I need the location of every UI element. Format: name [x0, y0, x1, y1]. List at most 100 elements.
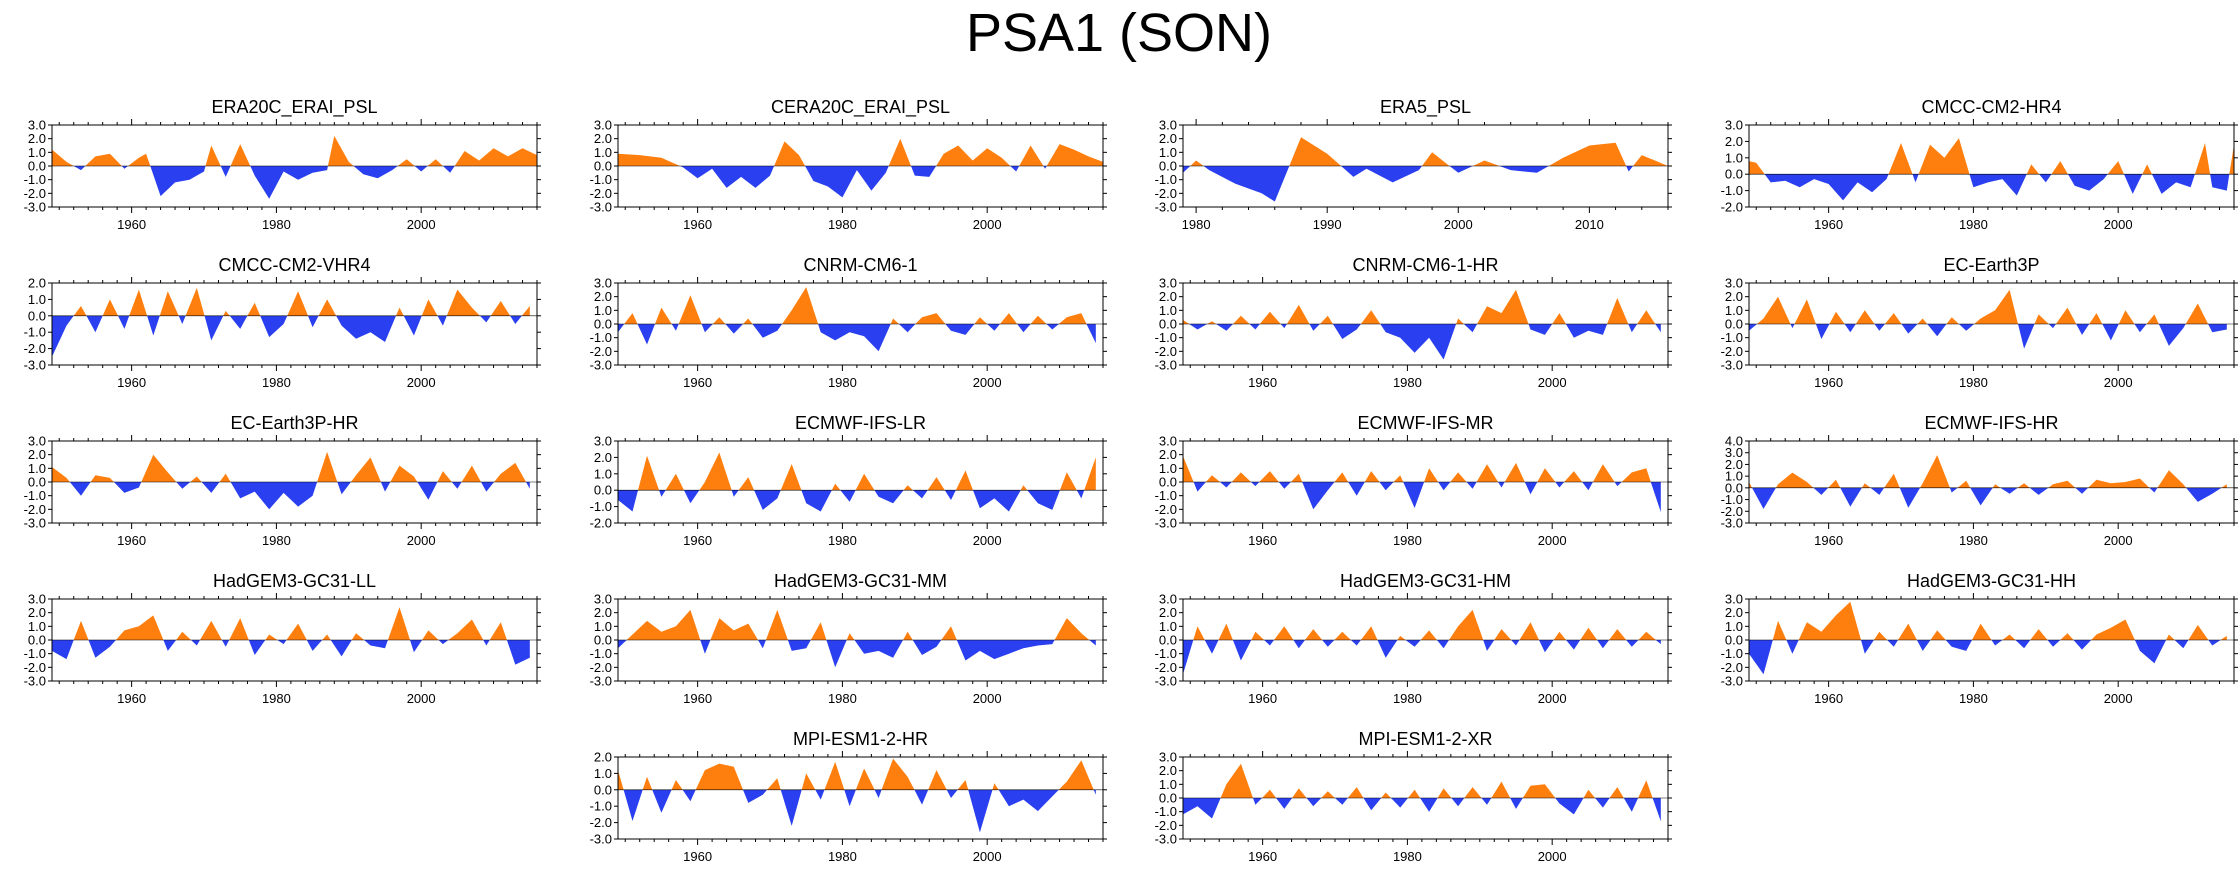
positive-anomaly-area	[1861, 483, 1871, 488]
y-tick-label: -1.0	[590, 172, 612, 187]
positive-anomaly-area	[1207, 321, 1217, 324]
panel-title: ECMWF-IFS-HR	[1925, 413, 2059, 433]
y-tick-label: -2.0	[24, 341, 46, 356]
negative-anomaly-area	[1927, 324, 1947, 337]
panel-title: HadGEM3-GC31-HM	[1340, 571, 1511, 591]
positive-anomaly-area	[390, 465, 418, 482]
y-tick-label: 1.0	[594, 466, 612, 481]
negative-anomaly-area	[2076, 324, 2090, 335]
panel-MPI-ESM1-2-HR: MPI-ESM1-2-HR 2.01.00.0 -1.0-2.0 -3.0 1960 19…	[590, 729, 1107, 864]
positive-anomaly-area	[780, 464, 802, 491]
positive-anomaly-area	[490, 301, 511, 316]
positive-anomaly-area	[1829, 311, 1845, 324]
positive-anomaly-area	[2107, 161, 2124, 175]
x-tick-label: 1980	[1959, 533, 1988, 548]
negative-anomaly-area	[1420, 798, 1438, 812]
positive-anomaly-area	[205, 145, 221, 166]
y-tick-label: 2.0	[1725, 605, 1743, 620]
panel-HadGEM3-GC31-HM: HadGEM3-GC31-HM 3.02.01.00.0-1.0-2.0-3.0 1…	[1155, 571, 1672, 706]
positive-anomaly-area	[521, 306, 530, 316]
y-tick-label: 0.0	[28, 475, 46, 490]
positive-anomaly-area	[1992, 484, 2001, 488]
y-tick-label: -2.0	[1721, 344, 1743, 359]
positive-anomaly-area	[1898, 623, 1917, 640]
negative-anomaly-area	[754, 490, 781, 510]
positive-anomaly-area	[322, 634, 331, 640]
positive-anomaly-area	[454, 148, 537, 166]
negative-anomaly-area	[684, 490, 700, 504]
positive-anomaly-area	[624, 313, 638, 324]
positive-anomaly-area	[229, 618, 249, 640]
positive-anomaly-area	[52, 467, 70, 482]
positive-anomaly-area	[1974, 289, 2018, 324]
positive-anomaly-area	[1918, 138, 1970, 175]
positive-anomaly-area	[1621, 468, 1651, 482]
x-tick-label: 1980	[1959, 691, 1988, 706]
panel-title: ECMWF-IFS-LR	[795, 413, 926, 433]
negative-anomaly-area	[1189, 324, 1208, 330]
y-tick-label: 1.0	[28, 292, 46, 307]
negative-anomaly-area	[1377, 640, 1398, 658]
negative-anomaly-area	[725, 324, 743, 334]
y-tick-label: -3.0	[1721, 516, 1743, 531]
y-tick-label: -1.0	[590, 646, 612, 661]
negative-anomaly-area	[1280, 324, 1287, 329]
negative-anomaly-area	[1332, 324, 1361, 339]
positive-anomaly-area	[2048, 480, 2076, 488]
positive-anomaly-area	[915, 313, 946, 324]
y-tick-label: 1.0	[1159, 619, 1177, 634]
positive-anomaly-area	[2157, 470, 2187, 488]
y-tick-label: 2.0	[594, 605, 612, 620]
negative-anomaly-area	[1203, 166, 1290, 202]
positive-anomaly-area	[1855, 310, 1875, 324]
positive-anomaly-area	[448, 619, 484, 640]
positive-anomaly-area	[1633, 155, 1668, 166]
panel-CNRM-CM6-1: CNRM-CM6-1 3.02.01.00.0-1.0-2.0-3.0 1960 19…	[590, 255, 1107, 390]
positive-anomaly-area	[1450, 472, 1467, 482]
panel-ERA20C_ERAI_PSL: ERA20C_ERAI_PSL 3.02.01.00.0-1.0-2.0-3.0 1…	[24, 97, 541, 232]
positive-anomaly-area	[1749, 482, 1753, 488]
y-tick-label: 2.0	[28, 276, 46, 291]
x-tick-label: 1960	[1248, 375, 1277, 390]
positive-anomaly-area	[2060, 633, 2074, 640]
negative-anomaly-area	[1363, 798, 1382, 811]
positive-anomaly-area	[185, 287, 205, 316]
negative-anomaly-area	[1391, 798, 1408, 808]
positive-anomaly-area	[159, 291, 179, 316]
negative-anomaly-area	[618, 490, 638, 512]
negative-anomaly-area	[1566, 640, 1581, 650]
positive-anomaly-area	[1917, 318, 1928, 324]
y-tick-label: 2.0	[1159, 447, 1177, 462]
negative-anomaly-area	[1046, 324, 1059, 330]
x-tick-label: 1960	[117, 375, 146, 390]
negative-anomaly-area	[52, 640, 74, 660]
y-tick-label: 3.0	[594, 592, 612, 607]
y-tick-label: 2.0	[594, 131, 612, 146]
negative-anomaly-area	[1652, 798, 1661, 822]
y-tick-label: 0.0	[28, 633, 46, 648]
positive-anomaly-area	[699, 452, 732, 491]
negative-anomaly-area	[1466, 482, 1477, 489]
x-tick-label: 1980	[1959, 217, 1988, 232]
negative-anomaly-area	[1232, 640, 1252, 661]
negative-anomaly-area	[1874, 324, 1885, 331]
negative-anomaly-area	[659, 490, 666, 497]
negative-anomaly-area	[1752, 487, 1776, 509]
positive-anomaly-area	[128, 153, 151, 166]
negative-anomaly-area	[1463, 324, 1478, 333]
x-tick-label: 2000	[973, 375, 1002, 390]
negative-anomaly-area	[1555, 482, 1565, 488]
positive-anomaly-area	[446, 289, 480, 316]
negative-anomaly-area	[1183, 640, 1194, 675]
negative-anomaly-area	[1089, 640, 1096, 646]
y-tick-label: 0.0	[1725, 317, 1743, 332]
x-tick-label: 2000	[1538, 375, 1567, 390]
negative-anomaly-area	[840, 490, 856, 502]
positive-anomaly-area	[1286, 304, 1310, 324]
negative-anomaly-area	[364, 640, 388, 649]
negative-anomaly-area	[1582, 482, 1593, 491]
positive-anomaly-area	[671, 780, 683, 790]
x-tick-label: 2000	[973, 533, 1002, 548]
positive-anomaly-area	[1321, 791, 1335, 798]
positive-anomaly-area	[2220, 635, 2227, 640]
